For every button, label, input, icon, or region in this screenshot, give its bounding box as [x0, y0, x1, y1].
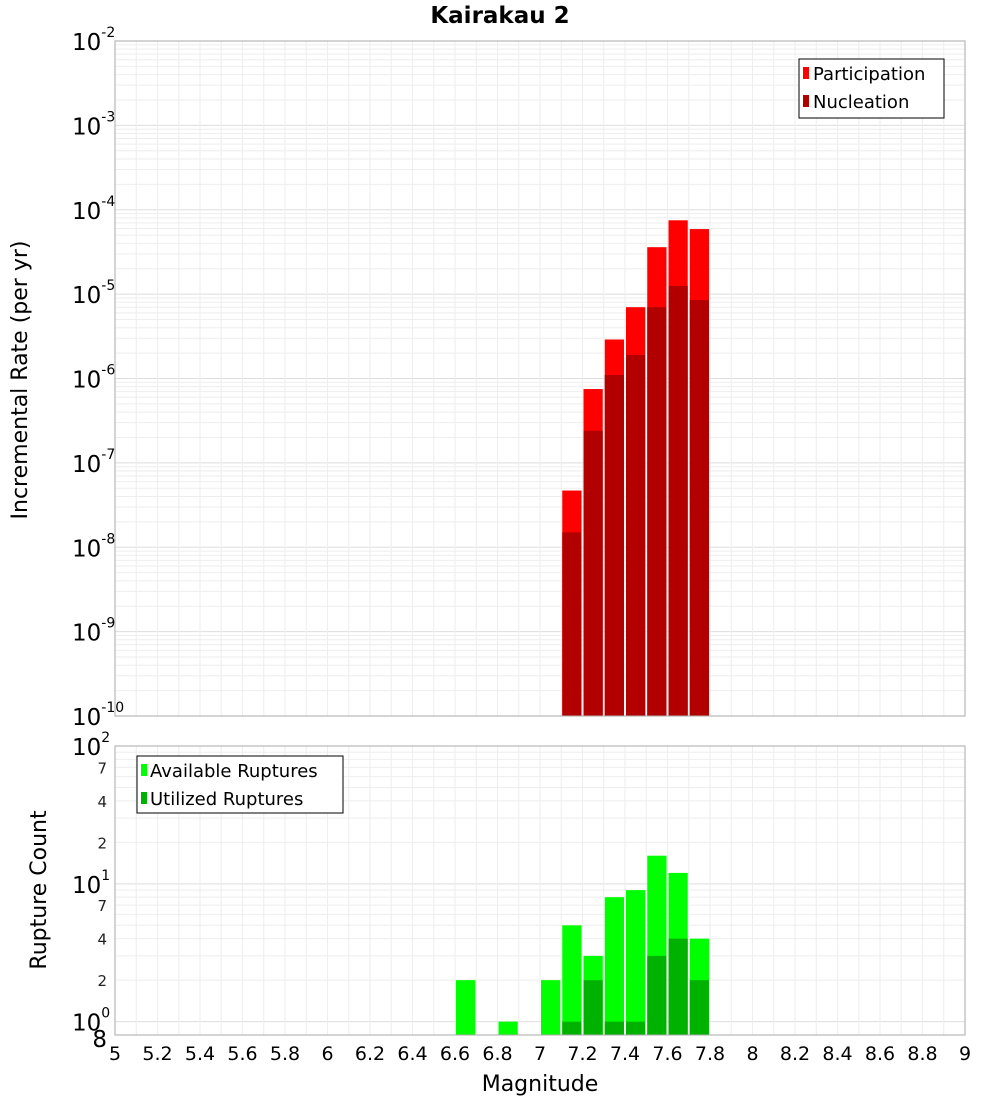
count-y-tick-label: 8: [92, 1027, 107, 1053]
nucleation-bar: [604, 375, 624, 716]
rate-grid: [114, 41, 966, 717]
rate-bars: [562, 220, 709, 717]
rate-legend-label: Participation: [813, 64, 925, 85]
rate-y-ticks: 10-10 10-9 10-8 10-7 10-6 10-5 10-4 10-3 10-2: [72, 25, 124, 731]
x-tick-label: 8.4: [822, 1043, 852, 1065]
nucleation-bar: [689, 300, 709, 716]
count-grid: [114, 745, 966, 1035]
x-tick-label: 7.4: [610, 1043, 640, 1065]
utilized-ruptures-bar: [647, 955, 667, 1035]
count-y-tick-label: 7: [97, 759, 107, 777]
rate-y-tick-label: 10-10: [72, 700, 124, 731]
count-legend-label: Available Ruptures: [150, 761, 318, 782]
rate-legend-label: Nucleation: [813, 92, 909, 113]
count-bars: [456, 855, 709, 1035]
count-legend-label: Utilized Ruptures: [150, 789, 303, 810]
count-plot-border: [114, 745, 966, 1036]
count-y-tick-label: 4: [97, 793, 107, 811]
rate-y-tick-label: 10-9: [72, 616, 115, 647]
rate-legend-swatch: [803, 95, 809, 107]
x-tick-label: 6.6: [440, 1043, 470, 1065]
x-tick-label: 5: [109, 1043, 121, 1065]
x-tick-label: 9: [959, 1043, 971, 1065]
nucleation-bar: [583, 430, 603, 716]
available-ruptures-bar: [562, 925, 582, 1035]
available-ruptures-bar: [456, 980, 476, 1035]
rate-y-tick-label: 10-5: [72, 278, 115, 309]
x-tick-label: 8.6: [865, 1043, 895, 1065]
x-tick-label: 8.2: [780, 1043, 810, 1065]
x-tick-label: 6.8: [482, 1043, 512, 1065]
rate-plot-border: [114, 40, 966, 717]
count-legend-swatch: [141, 764, 147, 776]
rate-legend-swatch: [803, 67, 809, 79]
utilized-ruptures-bar: [626, 1021, 646, 1035]
count-y-tick-label: 4: [97, 931, 107, 949]
available-ruptures-bar: [498, 1021, 518, 1035]
x-tick-label: 6.4: [397, 1043, 427, 1065]
rate-legend: Participation Nucleation: [798, 58, 945, 119]
utilized-ruptures-bar: [604, 1021, 624, 1035]
rate-y-axis-label: Incremental Rate (per yr): [8, 241, 33, 520]
x-tick-label: 7: [534, 1043, 546, 1065]
x-tick-label: 5.4: [185, 1043, 215, 1065]
x-tick-label: 5.8: [270, 1043, 300, 1065]
rate-y-tick-label: 10-6: [72, 363, 115, 394]
x-tick-label: 5.2: [142, 1043, 172, 1065]
count-y-axis-label: Rupture Count: [27, 810, 52, 970]
nucleation-bar: [626, 354, 646, 716]
x-tick-label: 6: [321, 1043, 333, 1065]
rate-y-tick-label: 10-2: [72, 25, 115, 56]
count-y-tick-label: 7: [97, 897, 107, 915]
count-legend-swatch: [141, 792, 147, 804]
x-tick-label: 8.8: [907, 1043, 937, 1065]
count-y-tick-label: 2: [97, 834, 107, 852]
x-tick-label: 5.6: [227, 1043, 257, 1065]
rate-legend-box: [798, 58, 945, 119]
count-y-tick-label: 100: [72, 1006, 110, 1037]
count-y-tick-label: 102: [72, 730, 110, 761]
x-tick-label: 7.8: [695, 1043, 725, 1065]
chart-title: Kairakau 2: [430, 3, 569, 29]
available-ruptures-bar: [541, 980, 561, 1035]
available-ruptures-bar: [604, 897, 624, 1035]
utilized-ruptures-bar: [668, 938, 688, 1035]
rate-y-tick-label: 10-4: [72, 194, 115, 225]
nucleation-bar: [668, 285, 688, 716]
rate-panel: 10-10 10-9 10-8 10-7 10-6 10-5 10-4 10-3 10-2 In…: [8, 25, 966, 731]
nucleation-bar: [562, 532, 582, 716]
available-ruptures-bar: [626, 890, 646, 1035]
nucleation-bar: [647, 307, 667, 716]
utilized-ruptures-bar: [562, 1021, 582, 1035]
utilized-ruptures-bar: [583, 980, 603, 1035]
x-tick-label: 7.2: [567, 1043, 597, 1065]
count-y-tick-label: 2: [97, 972, 107, 990]
x-tick-label: 6.2: [355, 1043, 385, 1065]
rate-y-tick-label: 10-3: [72, 109, 115, 140]
count-y-tick-label: 101: [72, 868, 110, 899]
count-legend-box: [136, 755, 344, 814]
x-ticks: 5 5.2 5.4 5.6 5.8 6 6.2 6.4 6.6 6.8 7 7.2 7.4 7.6 7.8 8…: [109, 1043, 971, 1065]
rate-y-tick-label: 10-7: [72, 447, 115, 478]
x-tick-label: 8: [746, 1043, 758, 1065]
count-legend: Available Ruptures Utilized Ruptures: [136, 755, 344, 814]
x-axis-label: Magnitude: [482, 1072, 599, 1097]
utilized-ruptures-bar: [689, 980, 709, 1035]
x-tick-label: 7.6: [652, 1043, 682, 1065]
rate-y-tick-label: 10-8: [72, 531, 115, 562]
